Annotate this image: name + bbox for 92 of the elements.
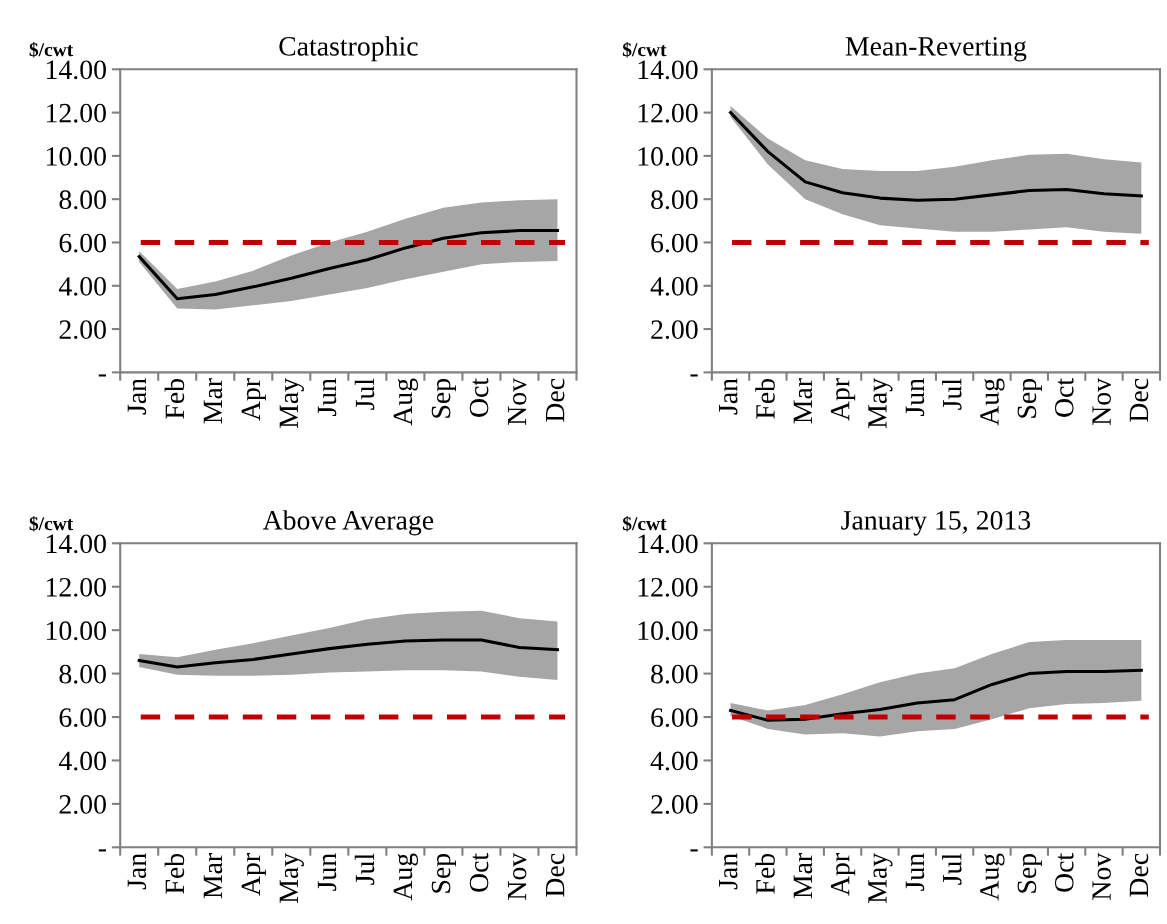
x-tick-label: May bbox=[279, 378, 304, 429]
x-tick-label: Jan bbox=[719, 853, 738, 890]
y-tick-label: 2.00 bbox=[651, 795, 698, 814]
y-tick-label: 8.00 bbox=[59, 664, 106, 684]
x-tick-label: Aug bbox=[393, 378, 418, 426]
line-series bbox=[137, 229, 560, 301]
x-tick-label: Dec bbox=[1129, 378, 1149, 422]
y-tick-label: 10.00 bbox=[46, 147, 106, 166]
y-tick-label: 14.00 bbox=[46, 534, 106, 554]
y-tick-label: - bbox=[690, 374, 698, 377]
x-tick-label: May bbox=[279, 852, 304, 903]
chart-title: January 15, 2013 bbox=[841, 510, 1031, 536]
y-tick-label: 6.00 bbox=[651, 233, 698, 253]
x-tick-label: Jul bbox=[354, 378, 375, 410]
y-tick-label: 4.00 bbox=[650, 276, 698, 296]
x-tick-label: Mar bbox=[203, 853, 223, 899]
y-axis-title: $/cwt bbox=[29, 515, 74, 532]
y-tick-label: 2.00 bbox=[59, 795, 106, 814]
x-tick-label: Nov bbox=[1092, 852, 1111, 900]
x-tick-label: Mar bbox=[203, 378, 223, 424]
x-tick-label: Sep bbox=[431, 853, 457, 893]
x-tick-label: Feb bbox=[164, 853, 185, 894]
x-tick-label: Apr bbox=[830, 378, 856, 421]
x-tick-label: Apr bbox=[241, 378, 266, 421]
y-tick-label: 8.00 bbox=[651, 190, 698, 210]
y-tick-label: 12.00 bbox=[46, 577, 106, 597]
y-tick-label: - bbox=[98, 374, 106, 377]
x-tick-label: Jun bbox=[905, 378, 925, 416]
y-tick-label: 6.00 bbox=[59, 708, 106, 728]
y-tick-label: 12.00 bbox=[638, 577, 698, 597]
y-tick-label: 14.00 bbox=[46, 60, 106, 80]
x-tick-label: Jul bbox=[942, 378, 962, 410]
y-tick-label: 4.00 bbox=[58, 276, 106, 296]
y-tick-label: 4.00 bbox=[58, 751, 106, 771]
y-tick-label: - bbox=[98, 849, 106, 852]
x-tick-label: Jan bbox=[127, 853, 147, 890]
line-series bbox=[729, 111, 1143, 202]
x-tick-label: Nov bbox=[507, 852, 527, 900]
x-tick-label: Jun bbox=[317, 853, 337, 891]
x-tick-label: Apr bbox=[830, 853, 856, 896]
y-tick-label: 2.00 bbox=[59, 320, 106, 340]
x-tick-label: Jan bbox=[719, 378, 738, 415]
y-tick-label: 10.00 bbox=[638, 621, 698, 641]
y-tick-label: 10.00 bbox=[638, 147, 698, 166]
x-tick-label: Jul bbox=[354, 853, 375, 885]
x-tick-label: Oct bbox=[1054, 378, 1074, 417]
x-tick-label: Sep bbox=[431, 379, 457, 418]
x-tick-label: Jan bbox=[127, 378, 147, 415]
x-tick-label: Aug bbox=[980, 853, 1005, 901]
y-tick-label: 12.00 bbox=[638, 103, 698, 123]
y-tick-label: - bbox=[690, 849, 698, 852]
y-tick-label: 10.00 bbox=[46, 621, 106, 641]
x-tick-label: Aug bbox=[980, 378, 1005, 426]
x-tick-label: Nov bbox=[507, 377, 527, 425]
y-axis-title: $/cwt bbox=[622, 515, 667, 532]
x-tick-label: May bbox=[868, 852, 893, 903]
x-tick-label: Nov bbox=[1092, 377, 1111, 425]
chart-title: Catastrophic bbox=[279, 36, 418, 62]
y-tick-label: 6.00 bbox=[59, 233, 106, 253]
x-tick-label: Dec bbox=[1129, 853, 1149, 897]
chart-title: Above Average bbox=[262, 510, 434, 536]
y-tick-label: 2.00 bbox=[651, 320, 698, 340]
x-tick-label: Feb bbox=[755, 378, 775, 419]
y-tick-label: 12.00 bbox=[46, 103, 106, 123]
y-tick-label: 6.00 bbox=[651, 708, 698, 728]
y-axis-title: $/cwt bbox=[29, 41, 74, 58]
x-tick-label: Sep bbox=[1017, 379, 1042, 418]
line-series bbox=[729, 668, 1143, 722]
x-tick-label: Mar bbox=[793, 853, 813, 899]
x-tick-label: Dec bbox=[545, 853, 565, 897]
x-tick-label: Jul bbox=[942, 853, 962, 885]
x-tick-label: Feb bbox=[755, 853, 775, 894]
x-tick-label: Apr bbox=[241, 853, 266, 896]
x-tick-label: Jun bbox=[317, 378, 337, 416]
x-tick-label: Jun bbox=[905, 853, 925, 891]
y-tick-label: 14.00 bbox=[638, 60, 698, 80]
y-tick-label: 8.00 bbox=[59, 190, 106, 210]
x-tick-label: Mar bbox=[793, 378, 813, 424]
x-tick-label: Feb bbox=[164, 378, 185, 419]
line-series bbox=[137, 638, 560, 669]
y-tick-label: 8.00 bbox=[651, 664, 698, 684]
x-tick-label: Sep bbox=[1017, 853, 1042, 893]
x-tick-label: Oct bbox=[469, 378, 489, 417]
x-tick-label: Oct bbox=[469, 853, 489, 892]
chart-title: Mean-Reverting bbox=[845, 37, 1027, 62]
x-tick-label: Dec bbox=[545, 378, 565, 422]
y-tick-label: 14.00 bbox=[638, 534, 698, 554]
x-tick-label: Oct bbox=[1054, 853, 1074, 892]
y-tick-label: 4.00 bbox=[650, 751, 698, 771]
x-tick-label: May bbox=[868, 378, 893, 429]
x-tick-label: Aug bbox=[393, 853, 418, 901]
y-axis-title: $/cwt bbox=[622, 41, 667, 58]
